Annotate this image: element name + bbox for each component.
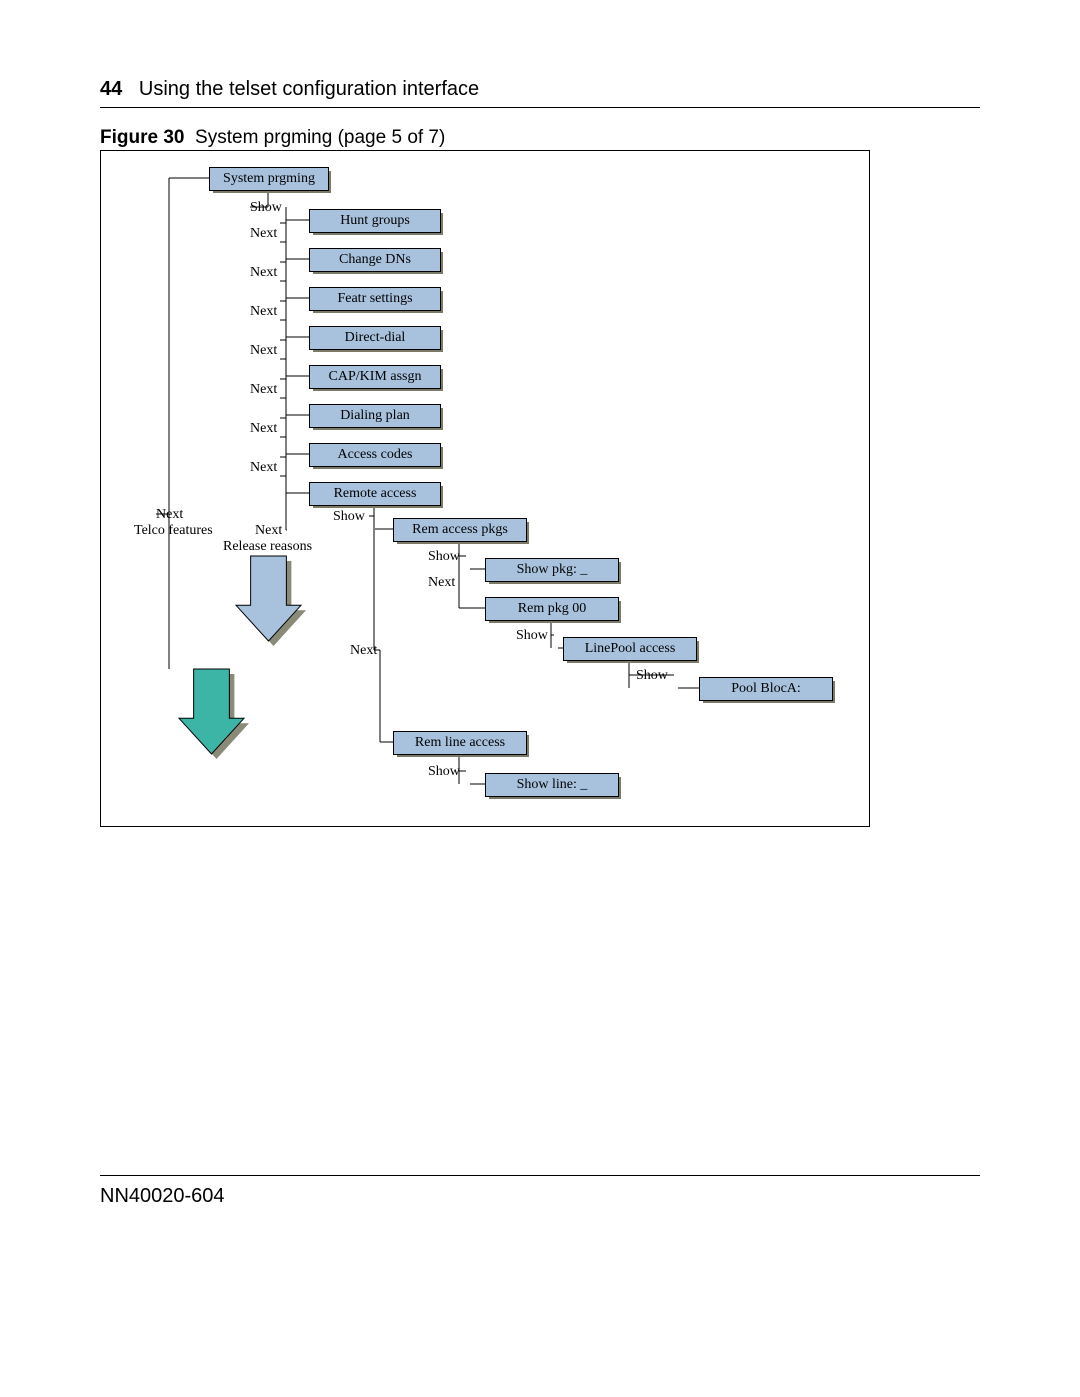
label-release-text: Release reasons — [223, 539, 312, 555]
node-rla: Rem line access — [393, 731, 527, 755]
page-header: 44 Using the telset configuration interf… — [100, 78, 980, 108]
footer-rule — [100, 1175, 980, 1176]
footer-doc-id: NN40020-604 — [100, 1185, 225, 1208]
label-rb-show2: Show — [428, 549, 460, 565]
label-rb-show-rla: Show — [428, 764, 460, 780]
node-main-1: Change DNs — [309, 248, 441, 272]
node-main-2: Featr settings — [309, 287, 441, 311]
label-rb-show3: Show — [516, 628, 548, 644]
label-telco: Telco features — [134, 523, 213, 539]
label-next-7: Next — [250, 460, 277, 476]
section-title: Using the telset configuration interface — [139, 78, 479, 100]
label-rb-show1: Show — [333, 509, 365, 525]
node-main-4: CAP/KIM assgn — [309, 365, 441, 389]
label-show: Show — [250, 200, 282, 216]
label-next-4: Next — [250, 343, 277, 359]
figure-caption: Figure 30 System prgming (page 5 of 7) — [100, 127, 445, 149]
node-main-3: Direct-dial — [309, 326, 441, 350]
figure-label: Figure 30 — [100, 127, 184, 148]
node-rb3: Rem pkg 00 — [485, 597, 619, 621]
label-rb-next-rla: Next — [350, 643, 377, 659]
label-left-next: Next — [156, 507, 183, 523]
node-root: System prgming — [209, 167, 329, 191]
label-next-2: Next — [250, 265, 277, 281]
node-rb1: Rem access pkgs — [393, 518, 527, 542]
figure-title: System prgming (page 5 of 7) — [195, 127, 445, 148]
label-next-3: Next — [250, 304, 277, 320]
node-main-7: Remote access — [309, 482, 441, 506]
label-next-1: Next — [250, 226, 277, 242]
label-release-next: Next — [255, 523, 282, 539]
node-rb4: LinePool access — [563, 637, 697, 661]
figure-frame: System prgming Show Hunt groups Change DNs N… — [100, 150, 870, 827]
node-main-0: Hunt groups — [309, 209, 441, 233]
diagram-svg — [101, 151, 869, 826]
node-main-5: Dialing plan — [309, 404, 441, 428]
page-number: 44 — [100, 78, 122, 100]
node-rb5: Pool BlocA: — [699, 677, 833, 701]
node-main-6: Access codes — [309, 443, 441, 467]
label-next-6: Next — [250, 421, 277, 437]
label-rb-show4: Show — [636, 668, 668, 684]
label-next-5: Next — [250, 382, 277, 398]
node-rb2: Show pkg: _ — [485, 558, 619, 582]
node-rla2: Show line: _ — [485, 773, 619, 797]
label-rb-next2: Next — [428, 575, 455, 591]
